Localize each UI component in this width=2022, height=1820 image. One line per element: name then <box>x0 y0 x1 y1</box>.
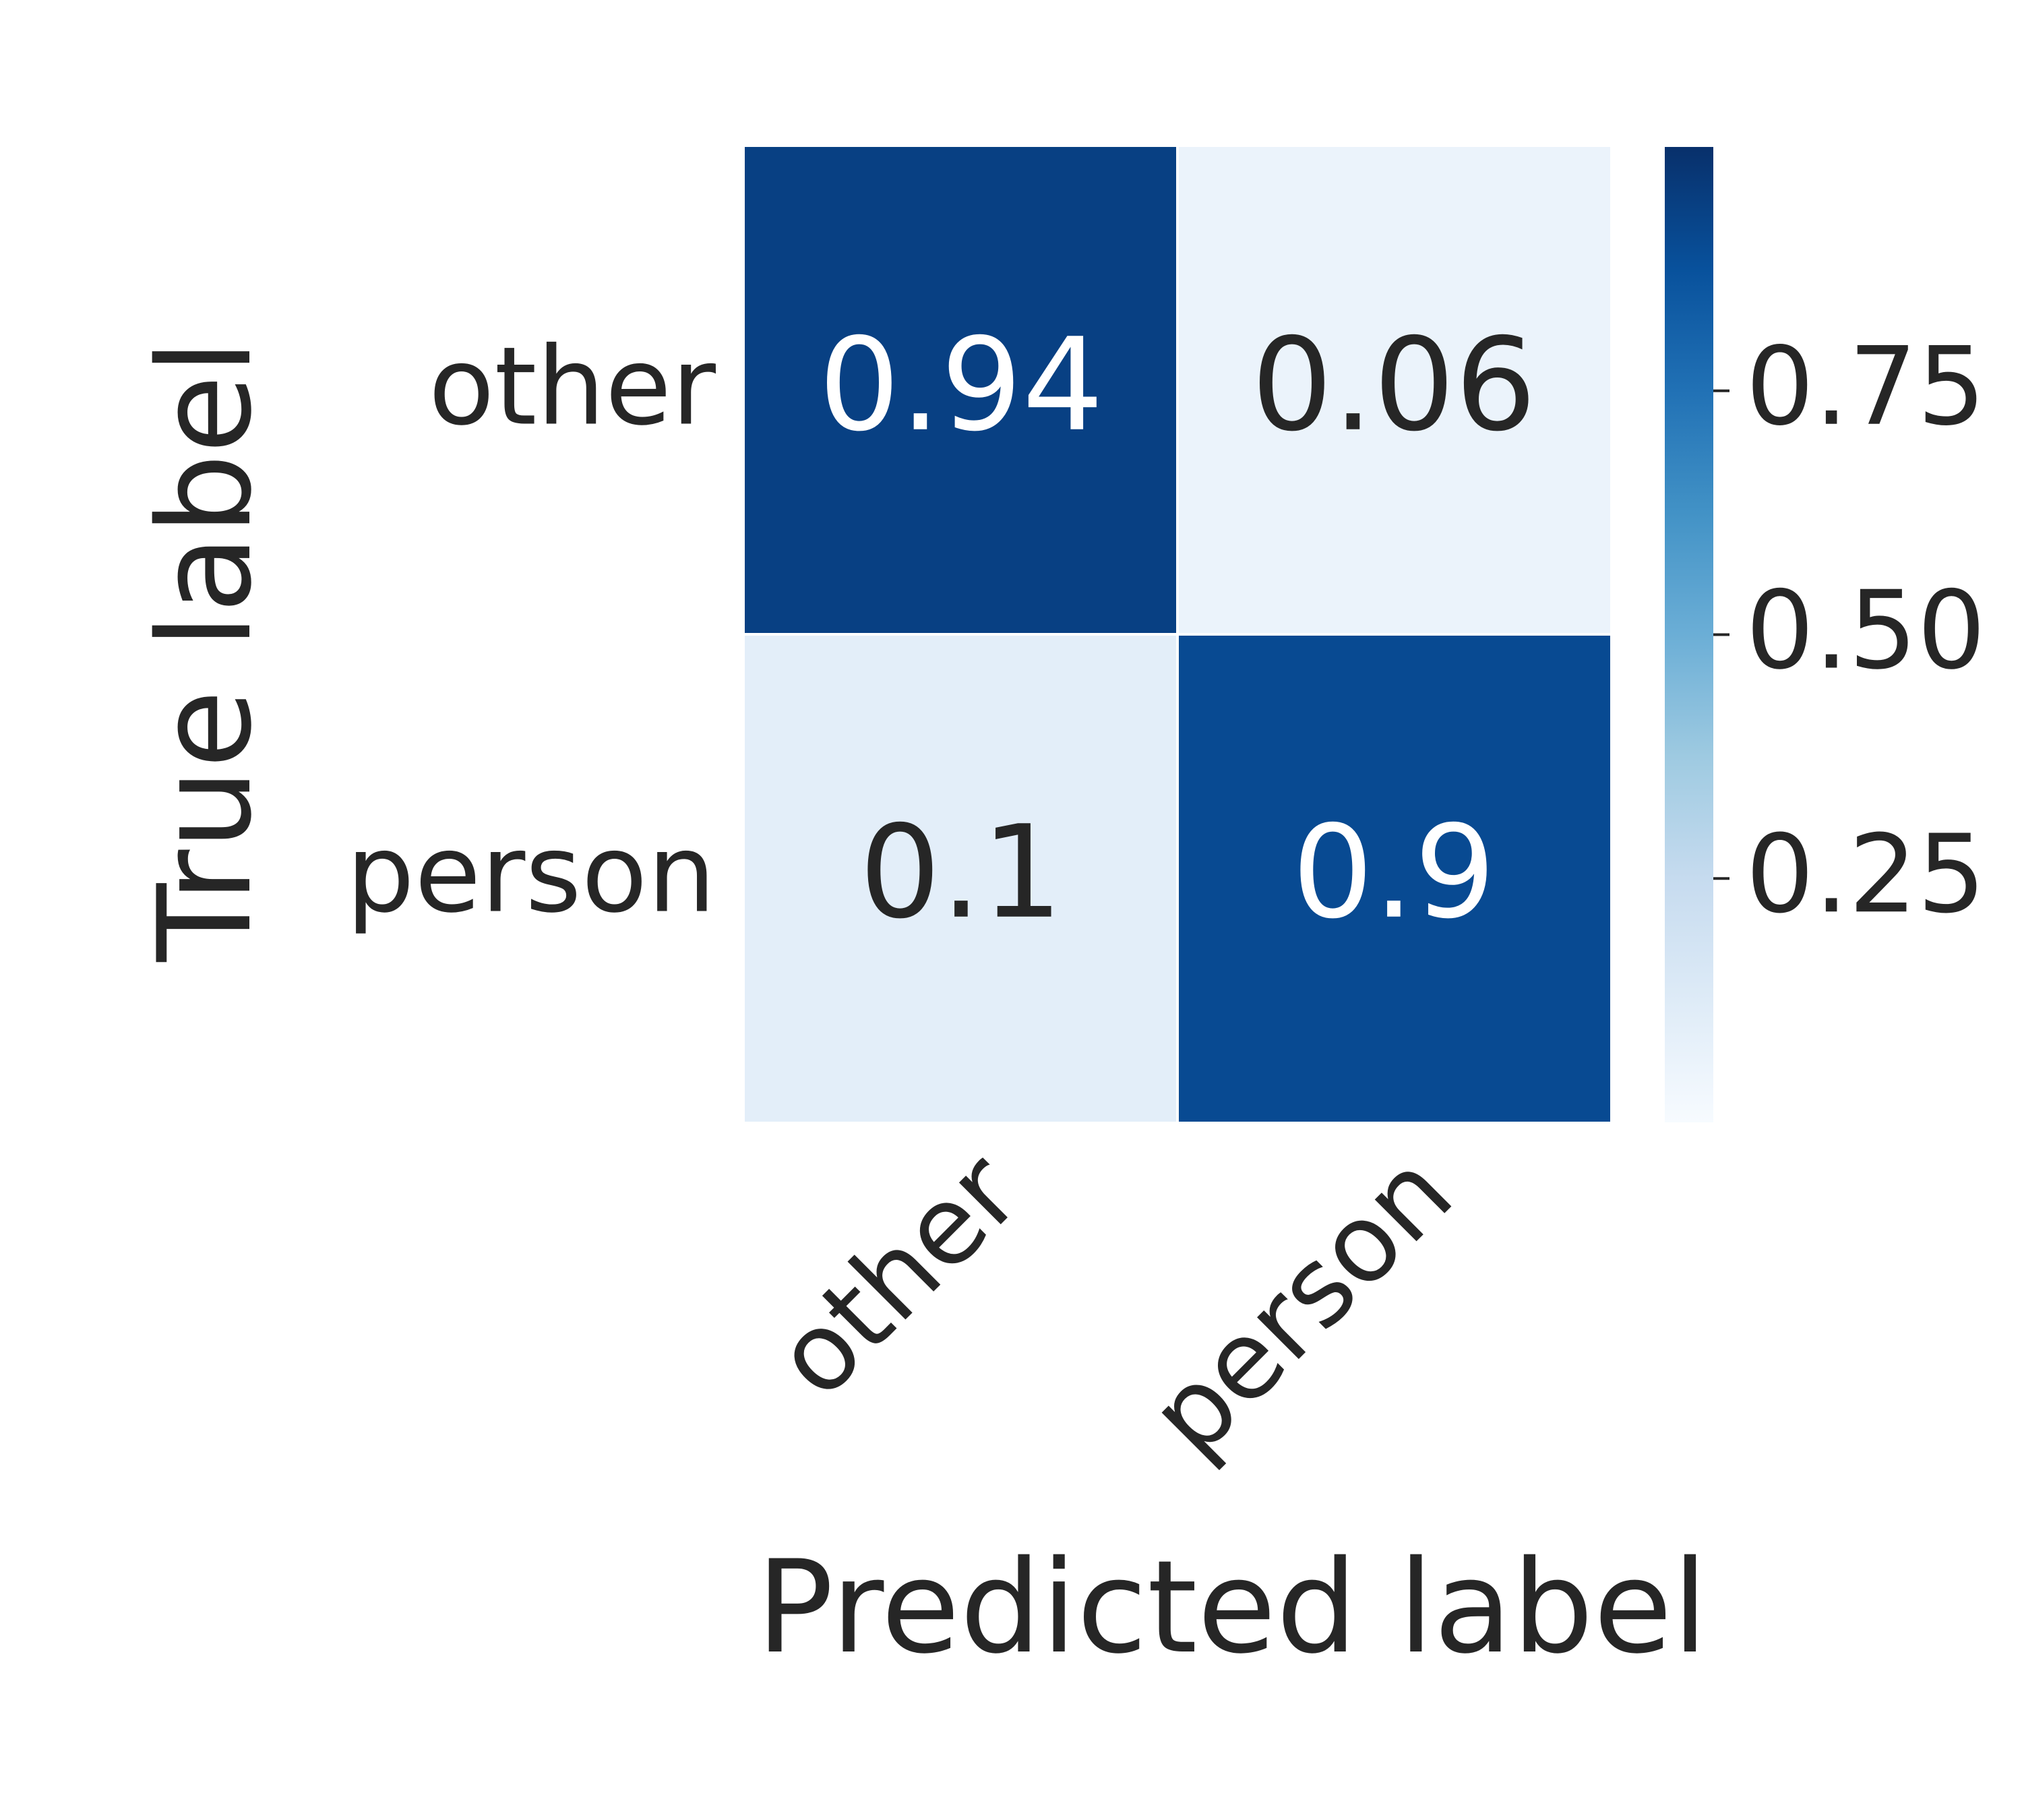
heatmap-value-labels: 0.94 0.06 0.1 0.9 <box>818 311 1536 947</box>
x-axis-label: Predicted label <box>756 1533 1708 1682</box>
x-tick-label: other <box>751 1128 1043 1421</box>
colorbar <box>1665 147 1713 1122</box>
y-axis-label: True label <box>131 339 280 962</box>
cell-value-label: 0.06 <box>1251 311 1536 460</box>
heatmap-cell <box>745 636 1176 1122</box>
heatmap-cell <box>1179 636 1610 1122</box>
y-tick-label: person <box>346 810 716 936</box>
cell-value-label: 0.94 <box>818 311 1103 460</box>
heatmap-cell <box>745 147 1176 633</box>
x-tick-labels: other person <box>751 1128 1476 1479</box>
cell-value-label: 0.9 <box>1292 798 1496 947</box>
y-tick-label: other <box>429 323 716 449</box>
heatmap-cell <box>1179 147 1610 633</box>
colorbar-tick-label: 0.75 <box>1746 324 1986 450</box>
colorbar-ticks: 0.25 0.50 0.75 <box>1713 324 1986 937</box>
cell-value-label: 0.1 <box>859 798 1063 947</box>
y-tick-labels: other person <box>346 323 716 936</box>
colorbar-tick-label: 0.25 <box>1746 811 1986 937</box>
colorbar-tick-label: 0.50 <box>1746 567 1986 693</box>
x-tick-label: person <box>1126 1129 1476 1480</box>
heatmap-cells <box>745 147 1610 1122</box>
